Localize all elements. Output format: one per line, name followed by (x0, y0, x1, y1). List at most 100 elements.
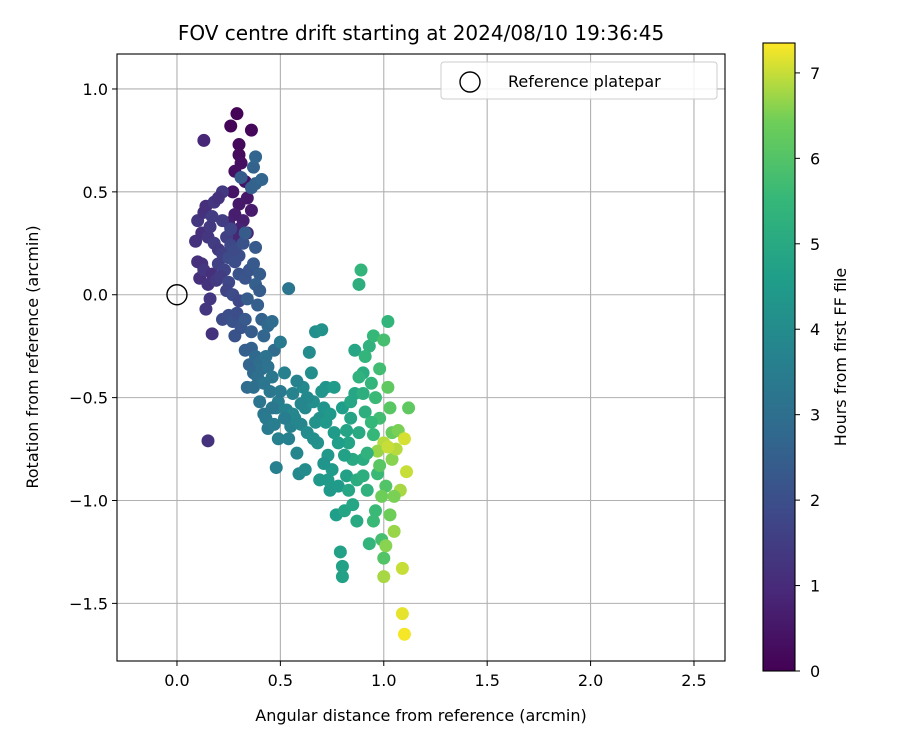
data-point (366, 514, 380, 528)
colorbar-tick-label: 3 (810, 406, 820, 425)
legend-box (440, 61, 718, 100)
data-point (246, 380, 260, 394)
data-point (224, 119, 238, 133)
data-points (189, 107, 416, 641)
data-point (240, 292, 254, 306)
colorbar-tick-label: 0 (810, 662, 820, 681)
y-tick-label: 1.0 (83, 80, 108, 99)
data-point (273, 335, 287, 349)
data-point (342, 436, 356, 450)
data-point (249, 240, 263, 254)
data-point (381, 440, 395, 454)
colorbar-ticks: 0 1 2 3 4 5 6 7 (795, 64, 820, 681)
data-point (228, 329, 242, 343)
data-point (203, 292, 217, 306)
data-point (331, 479, 345, 493)
data-point (362, 537, 376, 551)
data-point (360, 446, 374, 460)
data-point (265, 370, 279, 384)
data-point (381, 314, 395, 328)
reference-platepar-marker (166, 284, 188, 306)
data-point (271, 432, 285, 446)
data-point (215, 214, 229, 228)
data-point (346, 498, 360, 512)
data-point (335, 570, 349, 584)
data-point (246, 257, 260, 271)
legend-marker-icon (459, 71, 481, 93)
data-point (323, 407, 337, 421)
data-point (246, 160, 260, 174)
data-point (358, 405, 372, 419)
colorbar (762, 42, 796, 672)
data-point (362, 339, 376, 353)
colorbar-tick-label: 5 (810, 235, 820, 254)
x-axis-label: Angular distance from reference (arcmin) (255, 706, 586, 725)
data-point (211, 191, 225, 205)
data-point (265, 314, 279, 328)
data-point (387, 524, 401, 538)
data-point (282, 432, 296, 446)
data-point (257, 329, 271, 343)
data-point (350, 514, 364, 528)
y-tick-label: −1.0 (69, 492, 108, 511)
data-point (298, 463, 312, 477)
data-point (327, 426, 341, 440)
colorbar-tick-label: 4 (810, 320, 820, 339)
colorbar-tick-label: 7 (810, 64, 820, 83)
data-point (379, 479, 393, 493)
data-point (251, 298, 265, 312)
data-point (373, 459, 387, 473)
data-point (238, 312, 252, 326)
data-point (335, 559, 349, 573)
data-point (315, 323, 329, 337)
data-point (197, 133, 211, 147)
data-point (395, 607, 409, 621)
data-point (232, 197, 246, 211)
data-point (199, 302, 213, 316)
data-point (230, 107, 244, 121)
data-point (354, 263, 368, 277)
data-point (373, 362, 387, 376)
data-point (249, 150, 263, 164)
data-point (366, 329, 380, 343)
x-tick-label: 2.0 (578, 671, 603, 690)
data-point (286, 387, 300, 401)
data-point (253, 267, 267, 281)
data-point (331, 436, 345, 450)
data-point (333, 545, 347, 559)
data-point (387, 489, 401, 503)
data-point (337, 448, 351, 462)
data-point (352, 426, 366, 440)
data-point (205, 327, 219, 341)
data-point (201, 434, 215, 448)
data-point (397, 432, 411, 446)
data-point (203, 220, 217, 234)
data-point (263, 384, 277, 398)
data-point (238, 343, 252, 357)
data-point (344, 411, 358, 425)
chart-title: FOV centre drift starting at 2024/08/10 … (178, 21, 664, 45)
y-tick-label: −0.5 (69, 389, 108, 408)
x-tick-label: 1.5 (474, 671, 499, 690)
data-point (397, 627, 411, 641)
data-point (366, 428, 380, 442)
plot-frame (116, 53, 726, 662)
legend-label: Reference platepar (508, 72, 661, 91)
data-point (371, 444, 385, 458)
data-point (304, 366, 318, 380)
colorbar-tick-label: 2 (810, 491, 820, 510)
data-point (400, 465, 414, 479)
y-tick-label: 0.5 (83, 183, 108, 202)
x-tick-label: 0.5 (268, 671, 293, 690)
data-point (377, 570, 391, 584)
data-point (313, 473, 327, 487)
data-point (226, 185, 240, 199)
data-point (267, 417, 281, 431)
data-point (369, 504, 383, 518)
y-tick-label: −1.5 (69, 594, 108, 613)
data-point (383, 401, 397, 415)
data-point (259, 349, 273, 363)
data-point (375, 489, 389, 503)
data-point (205, 210, 219, 224)
colorbar-tick-label: 6 (810, 149, 820, 168)
